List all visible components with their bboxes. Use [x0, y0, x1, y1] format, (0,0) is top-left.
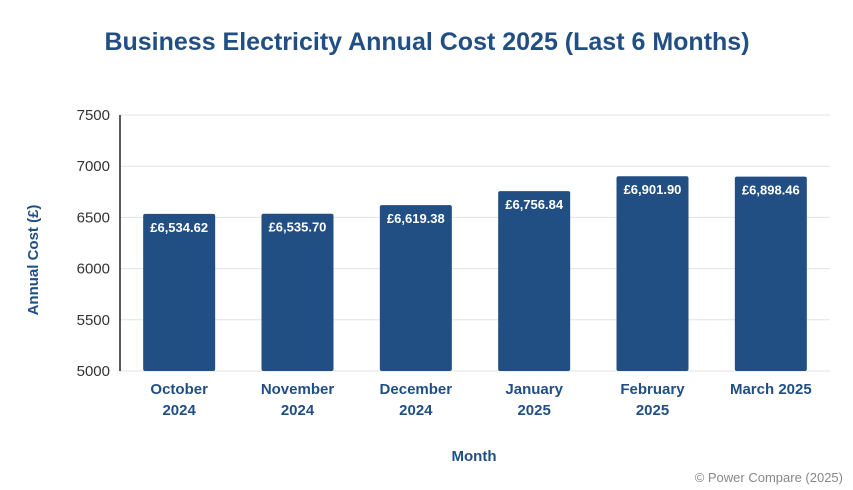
x-tick-label: October	[150, 381, 208, 398]
bar	[616, 176, 689, 371]
bar	[734, 176, 807, 371]
chart-title: Business Electricity Annual Cost 2025 (L…	[104, 28, 749, 56]
y-tick-label: 5000	[77, 363, 110, 380]
gridlines	[120, 114, 830, 372]
x-tick-label: 2025	[517, 402, 550, 419]
bar-value-label: £6,898.46	[742, 183, 800, 198]
bar	[379, 205, 452, 371]
bar-value-label: £6,534.62	[150, 220, 208, 235]
x-axis-label: Month	[452, 448, 497, 465]
x-tick-label: 2024	[162, 402, 196, 419]
y-axis-ticks: 5000 5500 6000 6500 7000 7500	[77, 107, 110, 380]
data-labels: £6,534.62 £6,535.70 £6,619.38 £6,756.84 £6,9…	[150, 182, 800, 235]
bar-value-label: £6,535.70	[269, 220, 327, 235]
bar-value-label: £6,619.38	[387, 211, 445, 226]
y-tick-label: 6000	[77, 261, 110, 278]
bar-value-label: £6,756.84	[505, 197, 564, 212]
bar	[261, 213, 334, 371]
x-axis-ticks: October 2024 November 2024 December 2024 Janua…	[150, 381, 811, 419]
x-tick-label: January	[505, 381, 563, 398]
x-tick-label: March 2025	[730, 381, 812, 398]
source-credit: © Power Compare (2025)	[695, 470, 843, 485]
y-axis-label: Annual Cost (£)	[25, 205, 42, 316]
y-tick-label: 7500	[77, 107, 110, 124]
y-tick-label: 6500	[77, 209, 110, 226]
x-tick-label: 2024	[399, 402, 433, 419]
bar-value-label: £6,901.90	[624, 182, 682, 197]
y-tick-label: 7000	[77, 158, 110, 175]
bar	[498, 191, 571, 371]
x-tick-label: 2024	[281, 402, 315, 419]
bars	[143, 176, 807, 371]
x-tick-label: November	[261, 381, 335, 398]
x-tick-label: December	[380, 381, 453, 398]
bar	[143, 213, 216, 371]
x-tick-label: 2025	[636, 402, 669, 419]
x-tick-label: February	[620, 381, 685, 398]
y-tick-label: 5500	[77, 312, 110, 329]
